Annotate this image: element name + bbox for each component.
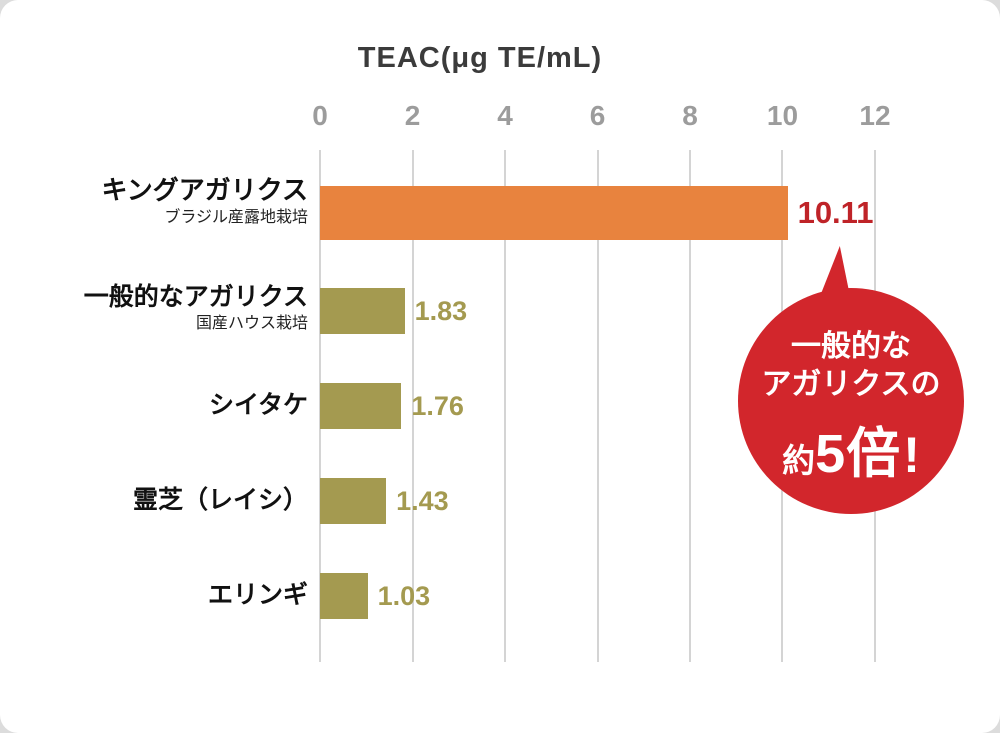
- bar-row: 1.83: [320, 288, 1000, 334]
- gridline: [411, 150, 414, 662]
- bar-value: 1.76: [411, 390, 464, 421]
- callout-exclamation: !: [903, 427, 920, 483]
- bar: [320, 573, 368, 619]
- category-name: 一般的なアガリクス: [83, 283, 308, 311]
- bar: [320, 478, 387, 524]
- x-tick: 0: [312, 100, 328, 131]
- bar-row: 10.11: [320, 186, 1000, 240]
- callout-line-1: 一般的な: [791, 330, 911, 363]
- category-sublabel: 国産ハウス栽培: [195, 314, 308, 332]
- x-axis-ticks: 0 2 4 6 8 10 12: [312, 100, 890, 140]
- callout-line-3: 約5倍!: [738, 409, 964, 488]
- bar-value: 1.03: [377, 580, 431, 611]
- category-sublabel: ブラジル産露地栽培: [164, 208, 308, 226]
- gridline: [503, 150, 506, 662]
- plot-area: 10.11 1.83 1.76 1.43 1.03: [319, 150, 876, 662]
- category-label: キングアガリクス ブラジル産露地栽培: [0, 175, 308, 227]
- x-tick: 2: [404, 100, 421, 131]
- bar-row: 1.43: [320, 478, 1000, 524]
- gridline: [689, 150, 691, 662]
- bar-row: 1.76: [320, 383, 1000, 429]
- x-tick: 6: [589, 100, 606, 131]
- callout-line-2: アガリクスの: [761, 367, 941, 401]
- callout-prefix: 約: [782, 442, 816, 479]
- category-name: エリンギ: [207, 581, 308, 609]
- callout-big-text: 5倍: [815, 424, 902, 484]
- bar: [320, 186, 788, 240]
- bar: [320, 383, 402, 429]
- chart-title: TEAC(μg TE/mL): [357, 42, 603, 74]
- gridline: [596, 150, 599, 662]
- x-tick: 8: [682, 100, 698, 131]
- callout-badge: 一般的な アガリクスの 約5倍!: [738, 288, 964, 514]
- x-tick: 12: [859, 100, 891, 131]
- bar-value: 1.83: [414, 295, 468, 326]
- bar-value: 10.11: [797, 195, 874, 230]
- bar-row: 1.03: [320, 573, 1000, 619]
- category-label: 霊芝（レイシ）: [0, 486, 308, 515]
- category-label: シイタケ: [0, 391, 308, 420]
- category-name: シイタケ: [208, 391, 308, 419]
- category-name: 霊芝（レイシ）: [132, 486, 308, 514]
- x-tick: 10: [766, 100, 799, 131]
- bar-value: 1.43: [396, 485, 449, 516]
- category-label: エリンギ: [0, 581, 308, 610]
- bar: [320, 288, 405, 334]
- category-name: キングアガリクス: [101, 175, 308, 205]
- category-label: 一般的なアガリクス 国産ハウス栽培: [0, 283, 308, 333]
- x-tick: 4: [497, 100, 513, 131]
